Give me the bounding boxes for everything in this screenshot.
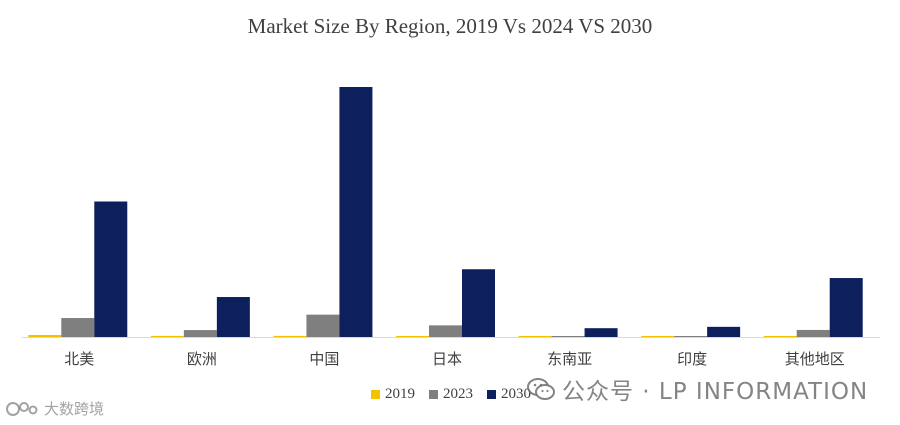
bar-2023-4 bbox=[551, 336, 585, 337]
wechat-watermark: 公众号 · LP INFORMATION bbox=[526, 372, 868, 406]
legend-label-2030: 2030 bbox=[501, 386, 531, 402]
legend-label-2019: 2019 bbox=[385, 386, 415, 402]
brand-logo-icon bbox=[6, 401, 38, 416]
x-tick-label: 北美 bbox=[64, 350, 94, 368]
legend-swatch-2019 bbox=[371, 390, 380, 399]
bar-2030-4 bbox=[584, 328, 618, 337]
bar-2023-2 bbox=[306, 314, 340, 337]
bar-2019-4 bbox=[518, 336, 552, 337]
legend-item-2030: 2030 bbox=[487, 386, 531, 403]
x-tick-label: 印度 bbox=[677, 350, 707, 368]
corner-watermark: 大数跨境 bbox=[6, 398, 104, 419]
bar-2019-0 bbox=[28, 334, 62, 337]
bar-2019-6 bbox=[763, 336, 797, 337]
legend-swatch-2023 bbox=[429, 390, 438, 399]
bar-2030-3 bbox=[462, 269, 495, 337]
bar-2019-5 bbox=[641, 336, 675, 337]
bar-2030-1 bbox=[216, 297, 250, 337]
legend-item-2019: 2019 bbox=[371, 386, 415, 403]
x-tick-label: 日本 bbox=[432, 350, 462, 368]
bar-2030-6 bbox=[829, 278, 863, 337]
corner-watermark-text: 大数跨境 bbox=[44, 400, 105, 418]
bar-2030-2 bbox=[339, 87, 373, 337]
bar-2023-1 bbox=[183, 330, 217, 337]
x-tick-label: 东南亚 bbox=[547, 350, 592, 368]
bar-2023-3 bbox=[429, 325, 462, 337]
bar-2030-5 bbox=[707, 326, 741, 337]
legend-swatch-2030 bbox=[487, 390, 496, 399]
wechat-watermark-text: 公众号 · LP INFORMATION bbox=[562, 379, 869, 405]
bar-2019-3 bbox=[396, 336, 429, 337]
bar-2023-5 bbox=[674, 336, 708, 337]
bar-2019-1 bbox=[150, 335, 184, 337]
bar-2023-6 bbox=[796, 329, 830, 337]
bar-2023-0 bbox=[61, 318, 95, 337]
x-tick-label: 其他地区 bbox=[785, 350, 845, 368]
legend: 2019 2023 2030 bbox=[371, 386, 531, 403]
bar-2030-0 bbox=[94, 201, 128, 337]
x-tick-label: 中国 bbox=[309, 350, 339, 368]
legend-item-2023: 2023 bbox=[429, 386, 473, 403]
wechat-icon bbox=[527, 378, 555, 400]
bar-2019-2 bbox=[273, 335, 307, 337]
legend-label-2023: 2023 bbox=[443, 386, 473, 402]
chart-title: Market Size By Region, 2019 Vs 2024 VS 2… bbox=[247, 14, 653, 38]
x-tick-label: 欧洲 bbox=[187, 350, 217, 368]
